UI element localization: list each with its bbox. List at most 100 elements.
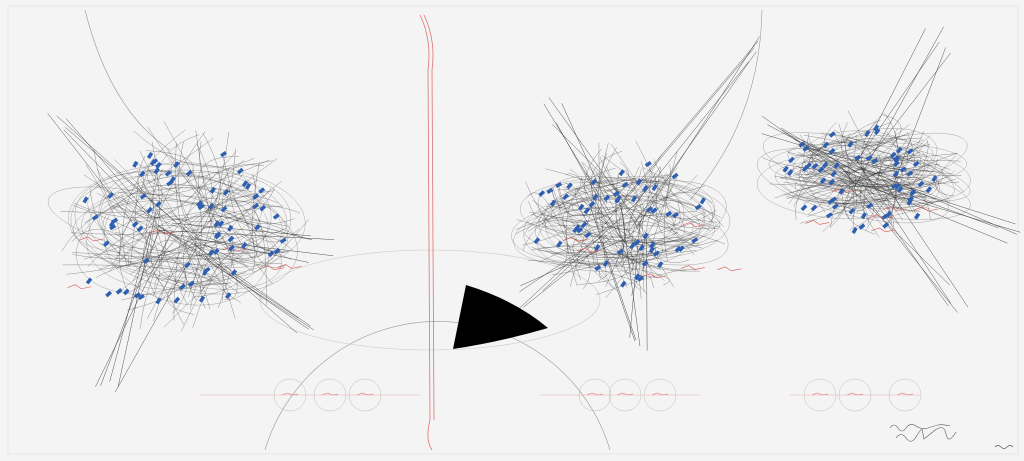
blue-mark	[228, 244, 235, 252]
blue-mark	[782, 165, 789, 173]
ink-ray	[635, 61, 749, 204]
blue-mark	[909, 189, 917, 197]
ink-curve	[117, 192, 301, 214]
blue-mark	[641, 260, 649, 267]
ink-curve	[194, 179, 242, 303]
ink-ray	[871, 52, 951, 156]
blue-mark	[893, 160, 900, 168]
ink-ray	[598, 234, 635, 341]
blue-mark	[633, 273, 641, 281]
blue-mark	[217, 220, 225, 228]
ink-curve	[94, 184, 277, 255]
blue-mark	[642, 232, 649, 240]
ink-ray	[561, 103, 608, 204]
ink-curve	[141, 173, 256, 207]
ink-curve	[602, 155, 711, 231]
arc-right-top	[689, 9, 763, 201]
ink-ray	[552, 124, 643, 215]
red-notation	[356, 392, 374, 396]
red-annotation	[563, 236, 588, 242]
red-annotation	[642, 273, 667, 279]
ink-curve	[528, 201, 671, 235]
ink-ray	[780, 127, 890, 192]
ink-curve	[819, 141, 897, 228]
red-annotation	[868, 214, 893, 220]
blue-mark	[896, 186, 904, 194]
blue-mark	[85, 277, 93, 285]
blue-mark	[178, 283, 186, 291]
red-annotation	[913, 206, 939, 212]
blue-mark	[847, 140, 854, 148]
red-annotation	[260, 265, 285, 270]
blue-mark	[259, 204, 267, 212]
red-notation	[846, 392, 864, 396]
blue-mark	[108, 220, 116, 228]
blue-mark	[830, 196, 837, 203]
blue-mark	[122, 288, 130, 296]
blue-mark	[620, 280, 627, 288]
ink-curve	[116, 253, 254, 268]
ink-curve	[787, 151, 921, 180]
ink-loop	[543, 179, 731, 260]
blue-mark	[556, 240, 563, 248]
ink-loop	[86, 171, 292, 290]
ink-loop	[762, 132, 955, 204]
ink-curve	[615, 173, 662, 256]
blue-mark	[631, 195, 638, 203]
ink-curve	[83, 174, 259, 222]
signature-stroke	[895, 427, 957, 442]
blue-mark	[871, 157, 879, 165]
blue-mark	[173, 161, 180, 168]
ink-loop	[98, 162, 272, 269]
blue-mark	[252, 193, 260, 200]
ink-ray	[870, 161, 969, 308]
red-annotation	[680, 265, 705, 270]
blue-mark	[825, 212, 833, 219]
ink-curve	[879, 135, 951, 171]
blue-mark	[578, 203, 585, 211]
red-notation	[616, 392, 634, 396]
blue-mark	[858, 223, 866, 230]
blue-mark	[198, 295, 206, 303]
blue-mark	[636, 178, 643, 186]
blue-mark	[555, 181, 563, 189]
ink-ray	[117, 210, 157, 387]
blue-mark	[699, 197, 706, 205]
red-annotation	[882, 206, 907, 212]
blue-mark	[153, 167, 160, 175]
ink-ray	[109, 230, 151, 382]
blue-mark	[576, 227, 584, 234]
ink-curve	[640, 161, 703, 249]
ink-curve	[591, 166, 698, 201]
ink-loop	[551, 195, 721, 243]
ink-loop	[538, 176, 715, 258]
ink-ray	[556, 122, 621, 239]
blue-mark	[187, 280, 195, 287]
blue-mark	[154, 200, 162, 208]
blue-mark	[207, 203, 215, 210]
red-line-stroke	[423, 14, 435, 421]
ink-curve	[100, 243, 266, 267]
blue-mark	[203, 266, 211, 274]
blue-mark	[882, 221, 890, 229]
blue-mark	[602, 260, 609, 268]
ink-ray	[520, 236, 631, 287]
ink-ray	[836, 177, 1021, 233]
ink-curve	[129, 241, 292, 275]
ink-ray	[620, 205, 641, 347]
blue-mark	[241, 180, 249, 188]
blue-mark	[899, 166, 907, 173]
ink-curve	[558, 183, 699, 243]
blue-mark	[151, 158, 159, 165]
blue-mark	[584, 231, 592, 239]
blue-mark	[621, 181, 629, 189]
ink-curve	[525, 181, 618, 292]
blue-mark	[892, 170, 900, 178]
ink-ray	[65, 127, 194, 238]
ink-curve	[221, 189, 273, 285]
blue-mark	[220, 205, 228, 213]
blue-mark	[109, 224, 117, 231]
blue-mark	[603, 194, 611, 202]
blue-mark	[169, 176, 176, 184]
blue-mark	[272, 213, 280, 220]
